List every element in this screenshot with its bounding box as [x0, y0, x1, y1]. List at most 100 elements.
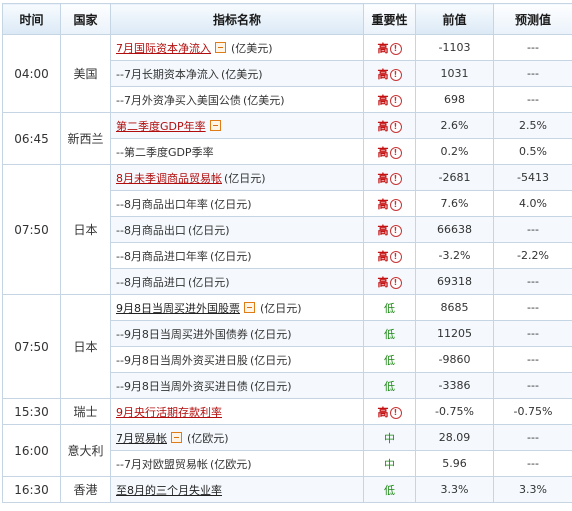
table-row: --第二季度GDP季率高! 0.2% 0.5%: [3, 138, 572, 165]
table-row: 15:30 瑞士 9月央行活期存款利率高! -0.75% -0.75%: [2, 398, 572, 425]
forecast-value: ---: [493, 34, 572, 61]
indicator-cell: --8月商品进口年率 (亿日元): [110, 242, 364, 269]
forecast-value: ---: [493, 294, 572, 321]
importance-cell: 高!: [363, 138, 416, 165]
previous-value: 0.2%: [415, 138, 494, 165]
indicator-link[interactable]: 至8月的三个月失业率: [116, 483, 222, 497]
collapse-icon[interactable]: [209, 119, 221, 131]
country-cell: 日本: [60, 164, 111, 295]
indicator-name: --7月外资净买入美国公债: [116, 93, 241, 107]
importance-cell: 低: [363, 476, 416, 503]
indicator-unit: (亿美元): [220, 67, 263, 81]
alert-icon: !: [389, 146, 402, 159]
forecast-value: ---: [493, 268, 572, 295]
alert-icon: !: [389, 198, 402, 211]
indicator-cell: --8月商品出口 (亿日元): [110, 216, 364, 243]
indicator-cell: --8月商品出口年率 (亿日元): [110, 190, 364, 217]
indicator-cell: 7月国际资本净流入 (亿美元): [110, 34, 364, 61]
header-country: 国家: [60, 3, 111, 35]
forecast-value: ---: [493, 86, 572, 113]
indicator-unit: (亿日元): [209, 249, 252, 263]
collapse-icon[interactable]: [244, 301, 255, 313]
indicator-name: --8月商品出口: [116, 223, 186, 237]
importance-cell: 高!: [363, 268, 416, 295]
collapse-icon[interactable]: [171, 431, 182, 443]
importance-level: 低: [384, 483, 395, 497]
indicator-name: --8月商品进口: [116, 275, 186, 289]
header-forecast: 预测值: [493, 3, 572, 35]
importance-level: 高: [377, 41, 389, 55]
importance-cell: 低: [363, 320, 416, 347]
country-cell: 美国: [60, 34, 111, 113]
collapse-icon[interactable]: [215, 41, 226, 53]
indicator-link[interactable]: 7月贸易帐: [116, 431, 167, 445]
forecast-value: -0.75%: [493, 398, 572, 425]
indicator-cell: --9月8日当周买进外国债券 (亿日元): [110, 320, 364, 347]
indicator-link[interactable]: 8月未季调商品贸易帐: [116, 171, 222, 185]
indicator-cell: 8月未季调商品贸易帐 (亿日元): [110, 164, 364, 191]
forecast-value: 4.0%: [493, 190, 572, 217]
alert-icon: !: [389, 172, 402, 185]
importance-cell: 高!: [363, 112, 416, 139]
previous-value: 66638: [415, 216, 494, 243]
table-row: --8月商品出口年率 (亿日元) 高! 7.6% 4.0%: [3, 190, 572, 217]
importance-cell: 中: [363, 450, 416, 477]
table-row: 07:50 日本 8月未季调商品贸易帐 (亿日元) 高! -2681 -5413: [2, 164, 572, 295]
indicator-link[interactable]: 9月8日当周买进外国股票: [116, 301, 240, 315]
alert-icon: !: [389, 224, 402, 237]
previous-value: 28.09: [415, 424, 494, 451]
table-row: --7月长期资本净流入 (亿美元) 高! 1031 ---: [3, 60, 572, 87]
time-cell: 04:00: [2, 34, 61, 113]
country-cell: 新西兰: [60, 112, 111, 165]
time-cell: 07:50: [2, 164, 61, 295]
indicator-link[interactable]: 第二季度GDP年率: [116, 119, 206, 133]
indicator-unit: (亿日元): [249, 353, 292, 367]
time-cell: 15:30: [2, 398, 61, 425]
table-row: 06:45 新西兰 第二季度GDP年率高! 2.6% 2.5%: [2, 112, 572, 165]
previous-value: 69318: [415, 268, 494, 295]
indicator-link[interactable]: 7月国际资本净流入: [116, 41, 211, 55]
indicator-cell: 至8月的三个月失业率: [110, 476, 364, 503]
importance-level: 高: [377, 145, 389, 159]
previous-value: -1103: [415, 34, 494, 61]
indicator-unit: (亿欧元): [187, 431, 229, 445]
forecast-value: -5413: [493, 164, 572, 191]
indicator-unit: (亿日元): [249, 379, 292, 393]
indicator-cell: 9月8日当周买进外国股票 (亿日元): [110, 294, 364, 321]
previous-value: 5.96: [415, 450, 494, 477]
alert-icon: !: [389, 68, 402, 81]
alert-icon: !: [389, 94, 402, 107]
table-row: --8月商品进口年率 (亿日元) 高! -3.2% -2.2%: [3, 242, 572, 269]
header-time: 时间: [2, 3, 61, 35]
importance-cell: 中: [363, 424, 416, 451]
calendar-body: 04:00 美国 7月国际资本净流入 (亿美元) 高! -1103 --- --7月长期资本净…: [2, 34, 572, 503]
importance-level: 低: [384, 379, 395, 393]
importance-cell: 高!: [363, 86, 416, 113]
previous-value: 11205: [415, 320, 494, 347]
indicator-unit: (亿美元): [231, 41, 273, 55]
indicator-unit: (亿日元): [260, 301, 302, 315]
economic-calendar-table: 时间 国家 指标名称 重要性 前值 预测值 04:00 美国 7月国际资本净流入 (亿…: [2, 3, 572, 503]
forecast-value: 0.5%: [493, 138, 572, 165]
importance-level: 高: [377, 171, 389, 185]
previous-value: 3.3%: [415, 476, 494, 503]
table-row: 04:00 美国 7月国际资本净流入 (亿美元) 高! -1103 ---: [2, 34, 572, 113]
country-cell: 意大利: [60, 424, 111, 477]
previous-value: -0.75%: [415, 398, 494, 425]
indicator-cell: --9月8日当周外资买进日债 (亿日元): [110, 372, 364, 399]
time-cell: 07:50: [2, 294, 61, 399]
header-row: 时间 国家 指标名称 重要性 前值 预测值: [2, 3, 572, 35]
table-row: --9月8日当周外资买进日债 (亿日元) 低 -3386 ---: [3, 372, 572, 399]
country-cell: 香港: [60, 476, 111, 503]
importance-level: 高: [377, 197, 389, 211]
table-row: 16:30 香港 至8月的三个月失业率 低 3.3% 3.3%: [2, 476, 572, 503]
importance-cell: 高!: [363, 34, 416, 61]
indicator-link[interactable]: 9月央行活期存款利率: [116, 405, 222, 419]
table-row: 07:50 日本 9月8日当周买进外国股票 (亿日元) 低 8685 ---: [2, 294, 572, 399]
importance-cell: 低: [363, 346, 416, 373]
indicator-unit: (亿日元): [209, 197, 252, 211]
indicator-unit: (亿日元): [187, 223, 230, 237]
header-importance: 重要性: [363, 3, 416, 35]
importance-level: 低: [384, 301, 395, 315]
forecast-value: ---: [493, 424, 572, 451]
